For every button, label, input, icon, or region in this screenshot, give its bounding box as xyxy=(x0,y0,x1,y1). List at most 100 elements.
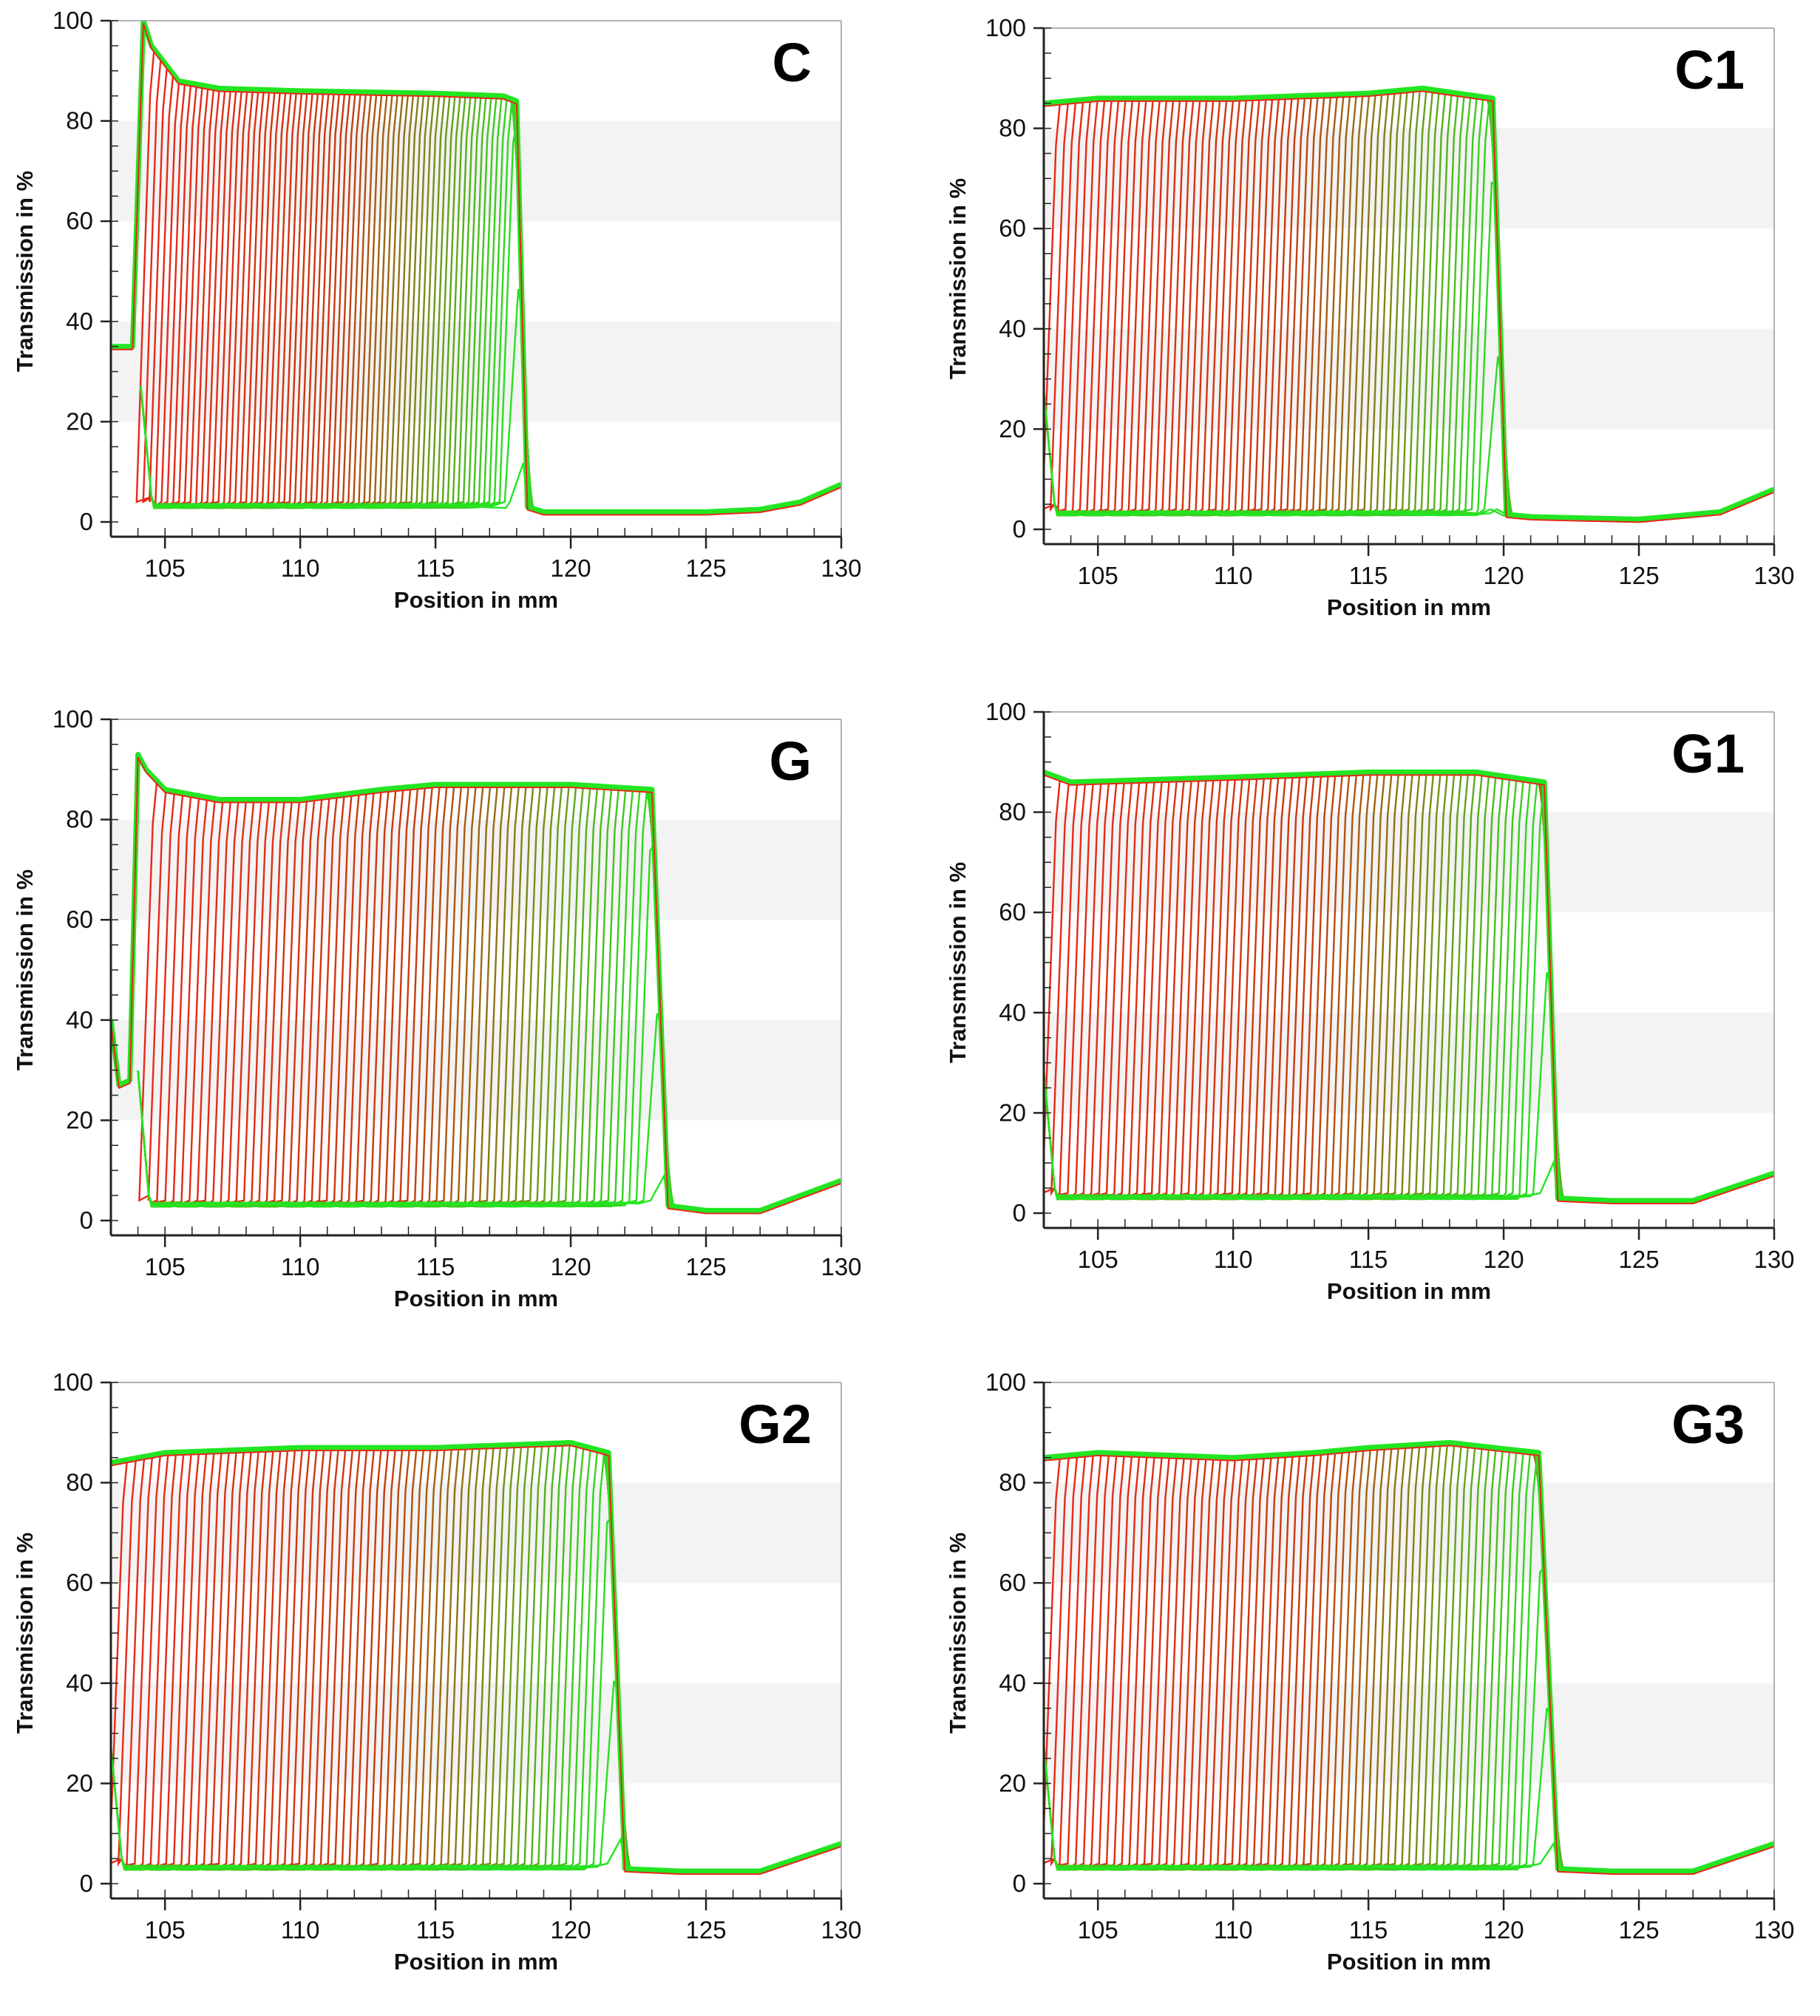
x-tick-label: 110 xyxy=(1214,562,1253,589)
final-scan-curve xyxy=(111,21,841,515)
y-tick-label: 20 xyxy=(999,415,1026,442)
x-tick-label: 115 xyxy=(416,554,455,582)
y-tick-label: 20 xyxy=(999,1099,1026,1126)
y-tick-label: 80 xyxy=(66,107,93,135)
y-tick-label: 80 xyxy=(66,806,93,833)
x-tick-label: 125 xyxy=(686,554,727,582)
y-tick-label: 60 xyxy=(66,207,93,234)
y-axis-title: Transmission in % xyxy=(12,869,38,1070)
y-tick-label: 60 xyxy=(66,906,93,933)
x-tick-label: 130 xyxy=(821,1253,861,1280)
x-axis-title: Position in mm xyxy=(394,587,558,613)
x-tick-label: 110 xyxy=(1214,1916,1253,1944)
x-axis-title: Position in mm xyxy=(394,1286,558,1311)
chart-panel-g1: 0 20 40 60 80 100 105 110 115 120 125 130 Position i… xyxy=(933,691,1820,1342)
final-scan-curve xyxy=(111,1439,841,1874)
chart-svg-g3: 0 20 40 60 80 100 105 110 115 120 125 130 Position i… xyxy=(945,1368,1795,1975)
curves-group xyxy=(1044,85,1774,523)
y-tick-label: 80 xyxy=(66,1469,93,1496)
x-tick-label: 105 xyxy=(1078,1916,1118,1944)
y-tick-label: 20 xyxy=(66,1769,93,1796)
chart-panel-c: 0 20 40 60 80 100 105 110 115 120 125 130 Position i… xyxy=(0,0,887,651)
x-tick-label: 105 xyxy=(145,554,186,582)
chart-panel-g: 0 20 40 60 80 100 105 110 115 120 125 130 Position i… xyxy=(0,699,887,1349)
curves-group xyxy=(111,752,841,1215)
plot-area xyxy=(111,719,841,1221)
x-tick-label: 130 xyxy=(1753,562,1794,589)
curves-group xyxy=(111,21,841,516)
x-tick-label: 115 xyxy=(416,1916,455,1944)
y-axis-title: Transmission in % xyxy=(945,1533,971,1734)
curves-group xyxy=(1044,1439,1774,1875)
x-tick-label: 130 xyxy=(1753,1246,1794,1273)
y-tick-label: 40 xyxy=(66,308,93,335)
first-scan-curve xyxy=(111,1445,841,1875)
y-tick-label: 0 xyxy=(80,1870,93,1897)
y-tick-label: 100 xyxy=(52,705,93,733)
x-tick-label: 120 xyxy=(551,554,591,582)
x-tick-label: 110 xyxy=(1214,1246,1253,1273)
panel-label: G3 xyxy=(1671,1394,1745,1455)
y-tick-label: 40 xyxy=(999,999,1026,1026)
chart-panel-g3: 0 20 40 60 80 100 105 110 115 120 125 130 Position i… xyxy=(933,1362,1820,2012)
first-scan-curve xyxy=(1044,774,1774,1204)
y-tick-label: 100 xyxy=(52,7,93,34)
y-tick-label: 0 xyxy=(80,1206,93,1234)
y-tick-label: 60 xyxy=(999,1569,1026,1596)
x-tick-label: 125 xyxy=(686,1916,727,1944)
first-scan-curve xyxy=(1044,90,1774,523)
grid-band xyxy=(1044,1012,1774,1113)
x-tick-label: 105 xyxy=(1078,562,1118,589)
x-tick-label: 115 xyxy=(1349,1246,1388,1273)
y-tick-label: 20 xyxy=(999,1769,1026,1796)
y-tick-label: 0 xyxy=(1013,1870,1026,1897)
y-axis-title: Transmission in % xyxy=(945,862,971,1063)
final-scan-curve xyxy=(1044,1439,1774,1874)
x-tick-label: 120 xyxy=(551,1253,591,1280)
curves-group xyxy=(1044,769,1774,1204)
x-axis-title: Position in mm xyxy=(1327,1949,1491,1975)
y-axis-title: Transmission in % xyxy=(12,1533,38,1734)
y-tick-label: 20 xyxy=(66,1106,93,1133)
x-tick-label: 125 xyxy=(1619,1916,1660,1944)
y-axis-title: Transmission in % xyxy=(12,171,38,372)
y-tick-label: 100 xyxy=(985,1368,1026,1396)
y-tick-label: 60 xyxy=(999,214,1026,242)
chart-svg-g: 0 20 40 60 80 100 105 110 115 120 125 130 Position i… xyxy=(12,705,862,1311)
x-axis-title: Position in mm xyxy=(1327,594,1491,620)
curves-group xyxy=(111,1439,841,1875)
final-scan-curve xyxy=(1044,769,1774,1204)
x-tick-label: 125 xyxy=(686,1253,727,1280)
x-tick-label: 115 xyxy=(416,1253,455,1280)
chart-svg-g2: 0 20 40 60 80 100 105 110 115 120 125 130 Position i… xyxy=(12,1368,862,1975)
x-axis-title: Position in mm xyxy=(1327,1278,1491,1304)
plot-area xyxy=(1044,712,1774,1213)
grid-band xyxy=(1044,1683,1774,1784)
y-tick-label: 40 xyxy=(999,315,1026,342)
y-tick-label: 100 xyxy=(985,14,1026,41)
grid-band xyxy=(111,1683,841,1784)
x-tick-label: 105 xyxy=(145,1253,186,1280)
plot-area xyxy=(111,1382,841,1884)
y-tick-label: 20 xyxy=(66,407,93,435)
x-tick-label: 115 xyxy=(1349,562,1388,589)
y-tick-label: 0 xyxy=(80,508,93,535)
x-tick-label: 125 xyxy=(1619,562,1660,589)
y-tick-label: 80 xyxy=(999,1469,1026,1496)
x-tick-label: 120 xyxy=(551,1916,591,1944)
first-scan-curve xyxy=(1044,1445,1774,1875)
chart-svg-c1: 0 20 40 60 80 100 105 110 115 120 125 130 Position i… xyxy=(945,14,1795,620)
x-tick-label: 115 xyxy=(1349,1916,1388,1944)
y-tick-label: 40 xyxy=(999,1669,1026,1697)
panel-label: G xyxy=(769,730,812,792)
chart-svg-g1: 0 20 40 60 80 100 105 110 115 120 125 130 Position i… xyxy=(945,698,1795,1304)
panel-label: C1 xyxy=(1674,39,1745,101)
first-scan-curve xyxy=(111,23,841,516)
y-tick-label: 40 xyxy=(66,1669,93,1697)
x-tick-label: 130 xyxy=(1753,1916,1794,1944)
x-tick-label: 120 xyxy=(1484,1246,1524,1273)
x-tick-label: 110 xyxy=(281,554,320,582)
y-tick-label: 0 xyxy=(1013,1199,1026,1226)
plot-area xyxy=(1044,1382,1774,1884)
panel-label: G2 xyxy=(738,1394,812,1455)
